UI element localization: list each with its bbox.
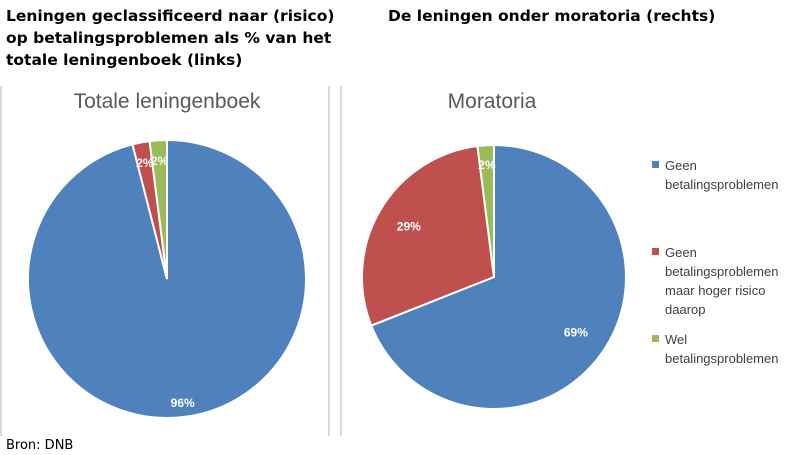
pie-slice xyxy=(369,143,627,410)
pie-chart-moratoria: 69% 29% 2% xyxy=(361,143,627,410)
heading-left: Leningen geclassificeerd naar (risico) o… xyxy=(6,7,335,69)
legend-swatch xyxy=(652,335,659,342)
data-label: 2% xyxy=(136,156,154,170)
legend-swatch xyxy=(652,248,659,255)
data-label: 29% xyxy=(397,220,421,234)
pie-slice xyxy=(361,144,496,327)
pie-slice xyxy=(476,143,495,278)
pie-chart-total: 96% 2%2% xyxy=(27,138,307,419)
data-label: 69% xyxy=(564,326,588,340)
data-label: 2% xyxy=(151,154,169,168)
chart-title: Moratoria xyxy=(447,90,537,113)
chart-title: Totale leningenboek xyxy=(73,90,261,113)
source-note: Bron: DNB xyxy=(6,438,74,453)
chart-panel-moratoria: Moratoria 69% 29% 2% Geen betalingsproblem… xyxy=(340,86,800,436)
data-label: 96% xyxy=(171,396,195,410)
chart-panel-total: Totale leningenboek 96% 2% 2% xyxy=(0,86,330,436)
legend-label: Geen betalingsproblemen maar hoger risic… xyxy=(665,245,779,317)
legend-swatch xyxy=(652,161,659,168)
legend-label: Wel betalingsproblemen xyxy=(665,332,779,366)
data-label: 2% xyxy=(478,158,496,172)
heading-right: De leningen onder moratoria (rechts) xyxy=(388,7,716,25)
legend-label: Geen betalingsproblemen xyxy=(665,158,779,192)
pie-slice xyxy=(148,138,168,280)
